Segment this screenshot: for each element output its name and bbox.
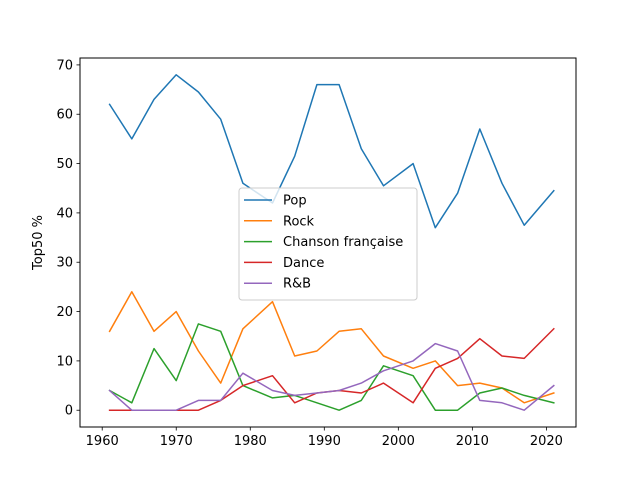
legend-label: Rock xyxy=(283,214,315,229)
y-axis-label: Top50 % xyxy=(31,215,46,271)
y-axis: 0 10 20 30 40 50 60 70 xyxy=(56,58,80,419)
legend-box xyxy=(238,187,418,301)
legend: Pop Rock Chanson française Dance R&B xyxy=(238,187,418,301)
y-tick-label: 60 xyxy=(56,108,73,123)
y-tick-label: 40 xyxy=(56,206,73,221)
y-tick-label: 0 xyxy=(65,404,73,419)
x-tick-label: 1990 xyxy=(308,434,341,449)
x-tick-label: 2000 xyxy=(382,434,415,449)
series-layer xyxy=(108,74,555,411)
x-tick-label: 2020 xyxy=(530,434,563,449)
x-tick-label: 2010 xyxy=(456,434,489,449)
x-tick-label: 1970 xyxy=(160,434,193,449)
x-tick-label: 1960 xyxy=(86,434,119,449)
legend-label: Dance xyxy=(283,256,324,271)
series-line-chanson-fran-aise xyxy=(108,323,555,411)
series-line-pop xyxy=(108,74,555,229)
legend-label: Chanson française xyxy=(283,235,403,250)
x-axis: 1960 1970 1980 1990 2000 2010 2020 xyxy=(86,427,563,449)
y-tick-label: 10 xyxy=(56,354,73,369)
y-tick-label: 30 xyxy=(56,256,73,271)
series-line-r-b xyxy=(108,342,555,411)
legend-label: R&B xyxy=(283,277,311,292)
y-tick-label: 50 xyxy=(56,157,73,172)
plot-frame xyxy=(79,57,577,428)
y-tick-label: 70 xyxy=(56,58,73,73)
y-tick-label: 20 xyxy=(56,305,73,320)
legend-label: Pop xyxy=(283,194,307,209)
series-line-rock xyxy=(108,291,555,404)
x-tick-label: 1980 xyxy=(234,434,267,449)
